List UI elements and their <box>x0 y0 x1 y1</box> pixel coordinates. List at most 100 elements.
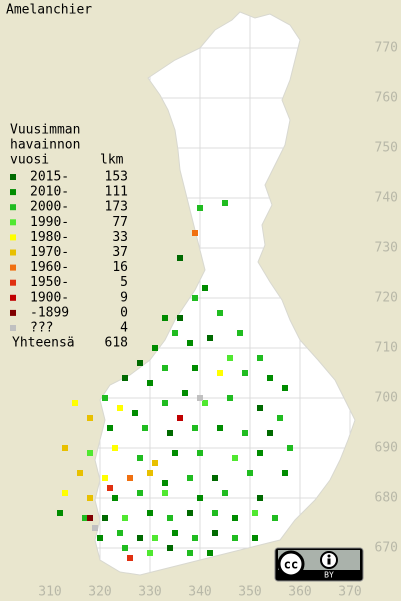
observation-square <box>287 445 293 451</box>
observation-square <box>222 200 228 206</box>
observation-square <box>147 380 153 386</box>
legend-label: ??? <box>30 321 53 336</box>
observation-square <box>132 410 138 416</box>
observation-square <box>162 490 168 496</box>
legend-swatch <box>10 249 16 256</box>
observation-square <box>82 515 88 521</box>
observation-square <box>127 555 133 561</box>
y-tick-label: 680 <box>375 491 398 506</box>
badge-label: BY <box>324 571 334 580</box>
observation-square <box>257 495 263 501</box>
observation-square <box>87 415 93 421</box>
legend-label: 1900- <box>30 290 69 305</box>
observation-square <box>267 375 273 381</box>
observation-square <box>187 340 193 346</box>
observation-square <box>217 310 223 316</box>
observation-square <box>182 390 188 396</box>
x-tick-label: 350 <box>238 585 261 600</box>
observation-square <box>192 425 198 431</box>
observation-square <box>232 535 238 541</box>
observation-square <box>252 535 258 541</box>
observation-square <box>77 470 83 476</box>
cc-icon: cc <box>284 558 298 572</box>
y-tick-label: 700 <box>375 391 398 406</box>
observation-square <box>57 510 63 516</box>
observation-square <box>197 450 203 456</box>
observation-square <box>152 460 158 466</box>
y-tick-label: 750 <box>375 141 398 156</box>
legend-swatch <box>10 294 16 301</box>
observation-square <box>87 450 93 456</box>
legend-label: 2010- <box>30 185 69 200</box>
observation-square <box>247 470 253 476</box>
observation-square <box>107 485 113 491</box>
observation-square <box>227 355 233 361</box>
observation-square <box>217 370 223 376</box>
observation-square <box>162 365 168 371</box>
legend-swatch <box>10 309 16 316</box>
legend-heading: vuosi <box>10 153 49 168</box>
observation-square <box>177 315 183 321</box>
license-badge: cc BY <box>274 547 364 582</box>
y-tick-label: 710 <box>375 341 398 356</box>
legend-count: 5 <box>120 275 128 290</box>
observation-square <box>277 415 283 421</box>
observation-square <box>137 490 143 496</box>
y-tick-label: 720 <box>375 291 398 306</box>
observation-square <box>237 330 243 336</box>
observations <box>57 200 293 561</box>
y-tick-label: 740 <box>375 191 398 206</box>
cc-circle <box>277 550 305 578</box>
observation-square <box>177 255 183 261</box>
legend-count-heading: lkm <box>100 153 124 168</box>
legend-count: 16 <box>112 260 128 275</box>
observation-square <box>232 515 238 521</box>
legend-count: 111 <box>105 185 128 200</box>
legend-label: 2015- <box>30 170 69 185</box>
observation-square <box>87 495 93 501</box>
legend-label: 1960- <box>30 260 69 275</box>
observation-square <box>147 550 153 556</box>
x-tick-label: 370 <box>338 585 361 600</box>
observation-square <box>102 395 108 401</box>
observation-square <box>167 430 173 436</box>
observation-square <box>242 370 248 376</box>
observation-square <box>202 400 208 406</box>
legend-swatch <box>10 204 16 211</box>
observation-square <box>72 400 78 406</box>
legend-swatch <box>10 325 16 331</box>
legend-heading: Vuusimman <box>10 123 80 138</box>
observation-square <box>192 535 198 541</box>
observation-square <box>152 345 158 351</box>
observation-square <box>112 495 118 501</box>
observation-square <box>197 395 203 401</box>
observation-square <box>282 385 288 391</box>
legend-total: 618 <box>105 336 128 351</box>
observation-square <box>227 395 233 401</box>
observation-square <box>192 230 198 236</box>
y-tick-label: 770 <box>375 41 398 56</box>
observation-square <box>242 430 248 436</box>
observation-square <box>147 510 153 516</box>
legend-swatch <box>10 279 16 286</box>
observation-square <box>147 470 153 476</box>
map-title: Amelanchier <box>6 3 92 18</box>
observation-square <box>172 330 178 336</box>
observation-square <box>172 450 178 456</box>
observation-square <box>167 545 173 551</box>
x-tick-label: 360 <box>288 585 311 600</box>
observation-square <box>102 475 108 481</box>
observation-square <box>122 515 128 521</box>
y-tick-label: 690 <box>375 441 398 456</box>
legend-heading: havainnon <box>10 138 80 153</box>
legend-count: 9 <box>120 290 128 305</box>
legend-count: 33 <box>112 230 128 245</box>
observation-square <box>127 475 133 481</box>
legend-swatch <box>10 189 16 196</box>
observation-square <box>212 530 218 536</box>
legend-count: 37 <box>112 245 128 260</box>
observation-square <box>187 475 193 481</box>
observation-square <box>112 445 118 451</box>
